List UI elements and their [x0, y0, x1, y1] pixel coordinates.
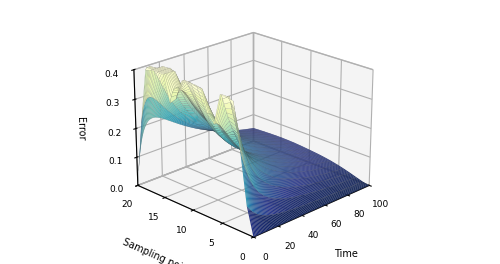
X-axis label: Time: Time	[334, 249, 357, 259]
Y-axis label: Sampling points: Sampling points	[120, 237, 196, 264]
